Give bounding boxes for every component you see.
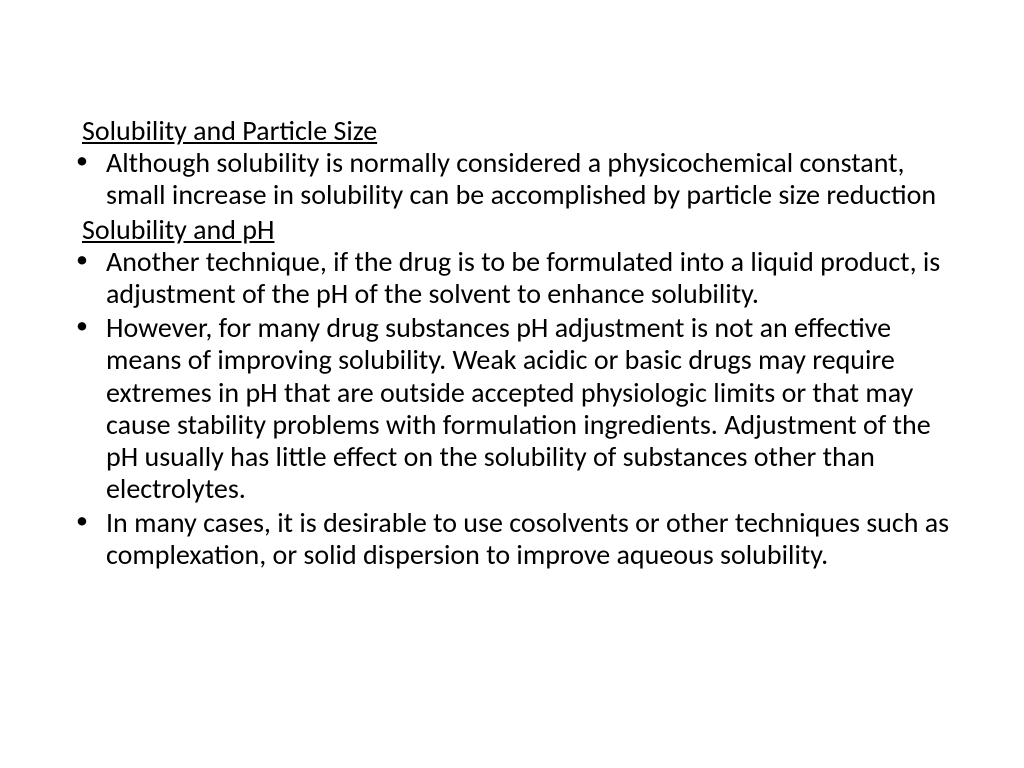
slide-content: Solubility and Particle Size Although so…: [70, 115, 954, 572]
bullet-item: In many cases, it is desirable to use co…: [70, 507, 954, 571]
bullet-item: Although solubility is normally consider…: [70, 147, 954, 211]
section-heading-ph: Solubility and pH: [82, 214, 954, 246]
bullet-list-1: Although solubility is normally consider…: [70, 147, 954, 211]
section-heading-particle-size: Solubility and Particle Size: [82, 115, 954, 147]
bullet-list-2: Another technique, if the drug is to be …: [70, 246, 954, 572]
bullet-item: Another technique, if the drug is to be …: [70, 246, 954, 310]
bullet-item: However, for many drug substances pH adj…: [70, 312, 954, 505]
